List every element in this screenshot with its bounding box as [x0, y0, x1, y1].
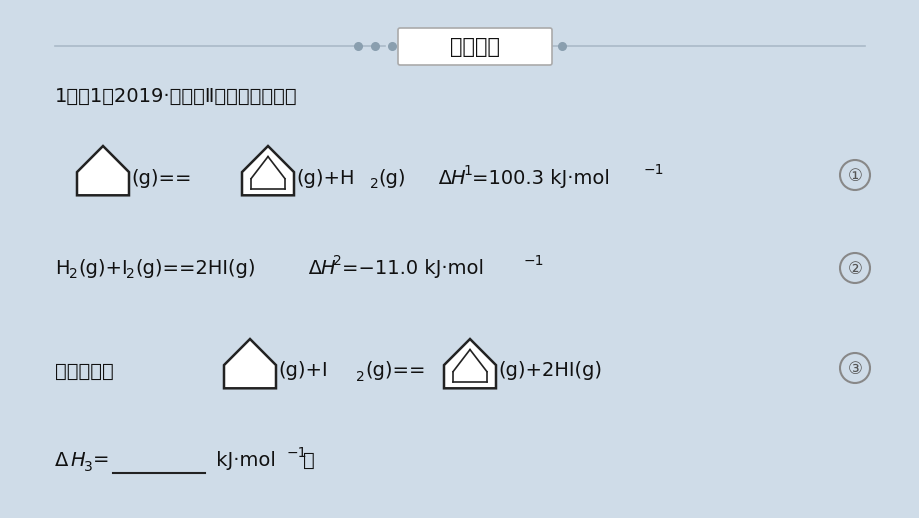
Text: 2: 2 [126, 267, 134, 281]
Text: H: H [320, 258, 335, 278]
Text: (g)+2HI(g): (g)+2HI(g) [497, 362, 601, 381]
Text: =: = [93, 451, 109, 469]
Polygon shape [223, 339, 276, 388]
Text: 。: 。 [302, 451, 314, 469]
Text: 2: 2 [356, 370, 364, 384]
Text: (g)+I: (g)+I [78, 258, 128, 278]
Text: 3: 3 [84, 460, 93, 474]
Text: ②: ② [846, 260, 861, 278]
Text: 真题引领: 真题引领 [449, 37, 499, 57]
Polygon shape [444, 339, 495, 388]
Text: 对于反应：: 对于反应： [55, 362, 114, 381]
Polygon shape [77, 146, 129, 195]
Text: kJ·mol: kJ·mol [210, 451, 276, 469]
Text: ①: ① [846, 167, 861, 185]
Text: (g)+H: (g)+H [296, 168, 354, 188]
Polygon shape [242, 146, 294, 195]
Text: Δ: Δ [55, 451, 68, 469]
Text: 2: 2 [69, 267, 78, 281]
Text: Δ: Δ [420, 168, 451, 188]
Text: 1: 1 [462, 164, 471, 178]
Text: (g): (g) [378, 168, 405, 188]
Text: −1: −1 [643, 163, 664, 177]
Text: H: H [55, 258, 70, 278]
Text: =100.3 kJ·mol: =100.3 kJ·mol [471, 168, 609, 188]
FancyBboxPatch shape [398, 28, 551, 65]
Text: (g)==: (g)== [365, 362, 425, 381]
Text: −1: −1 [287, 446, 307, 460]
Text: (g)==: (g)== [130, 168, 191, 188]
Text: =−11.0 kJ·mol: =−11.0 kJ·mol [342, 258, 483, 278]
Text: 2: 2 [369, 177, 379, 191]
Text: (g)+I: (g)+I [278, 362, 327, 381]
Text: ③: ③ [846, 360, 861, 378]
Text: H: H [449, 168, 464, 188]
Text: H: H [70, 451, 85, 469]
Text: 1．（1）2019·全国卷Ⅱ，节选）已知：: 1．（1）2019·全国卷Ⅱ，节选）已知： [55, 87, 298, 106]
Text: (g)==2HI(g): (g)==2HI(g) [135, 258, 255, 278]
Text: Δ: Δ [289, 258, 322, 278]
Text: 2: 2 [333, 254, 341, 268]
Text: −1: −1 [524, 254, 544, 268]
